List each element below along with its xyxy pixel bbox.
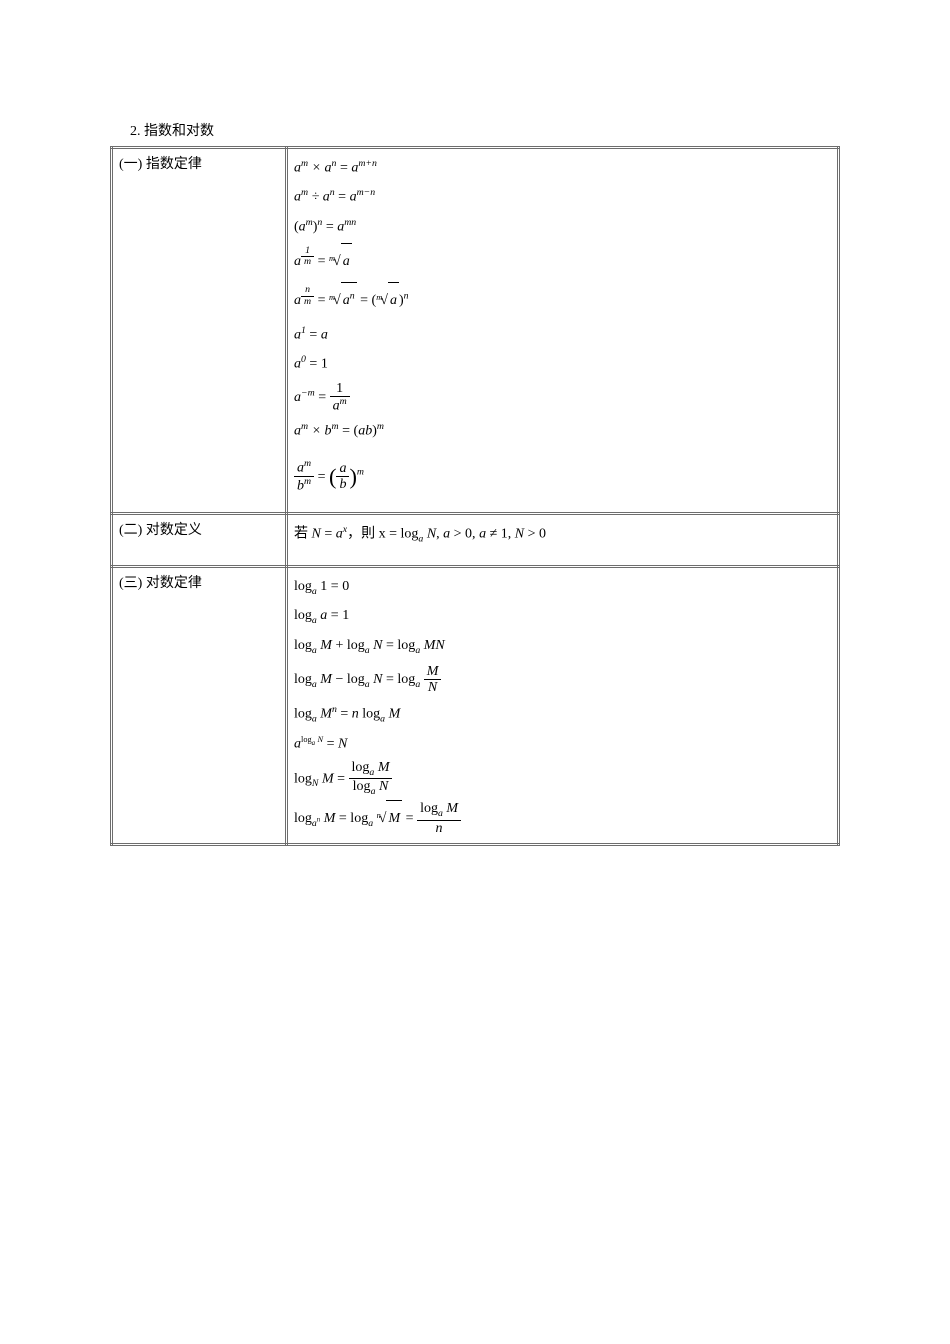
formula: 若 N = ax，則 x = loga N, a > 0, a ≠ 1, N >… <box>294 521 831 559</box>
row-label: (三) 对数定律 <box>112 566 287 844</box>
table-row: (三) 对数定律 loga 1 = 0 loga a = 1 loga M + … <box>112 566 839 844</box>
formula: ambm = (ab)m <box>294 448 831 506</box>
formula: loga Mn = n loga M <box>294 701 831 729</box>
formula: anm = m√an = (m√a)n <box>294 282 831 319</box>
formula: (am)n = amn <box>294 214 831 241</box>
formula: a0 = 1 <box>294 351 831 378</box>
formula: am × an = am+n <box>294 155 831 182</box>
table-row: (一) 指数定律 am × an = am+n am ÷ an = am−n (… <box>112 148 839 514</box>
formula: loga M + loga N = loga MN <box>294 633 831 660</box>
row-content: loga 1 = 0 loga a = 1 loga M + loga N = … <box>287 566 839 844</box>
formula: am ÷ an = am−n <box>294 184 831 211</box>
formula-table: (一) 指数定律 am × an = am+n am ÷ an = am−n (… <box>110 146 840 846</box>
section-title: 2. 指数和对数 <box>130 120 840 140</box>
formula: logan M = loga n√M = loga Mn <box>294 800 831 837</box>
row-label: (一) 指数定律 <box>112 148 287 514</box>
table-row: (二) 对数定义 若 N = ax，則 x = loga N, a > 0, a… <box>112 513 839 566</box>
formula: aloga N = N <box>294 731 831 758</box>
formula: loga M − loga N = loga MN <box>294 662 831 698</box>
formula: loga 1 = 0 <box>294 574 831 601</box>
formula: a−m = 1am <box>294 380 831 416</box>
page: 2. 指数和对数 (一) 指数定律 am × an = am+n am ÷ an… <box>0 0 950 846</box>
formula: logN M = loga Mloga N <box>294 760 831 798</box>
row-content: 若 N = ax，則 x = loga N, a > 0, a ≠ 1, N >… <box>287 513 839 566</box>
formula: a1m = m√a <box>294 243 831 280</box>
formula: a1 = a <box>294 322 831 349</box>
formula: loga a = 1 <box>294 603 831 630</box>
formula: am × bm = (ab)m <box>294 418 831 445</box>
row-label: (二) 对数定义 <box>112 513 287 566</box>
row-content: am × an = am+n am ÷ an = am−n (am)n = am… <box>287 148 839 514</box>
